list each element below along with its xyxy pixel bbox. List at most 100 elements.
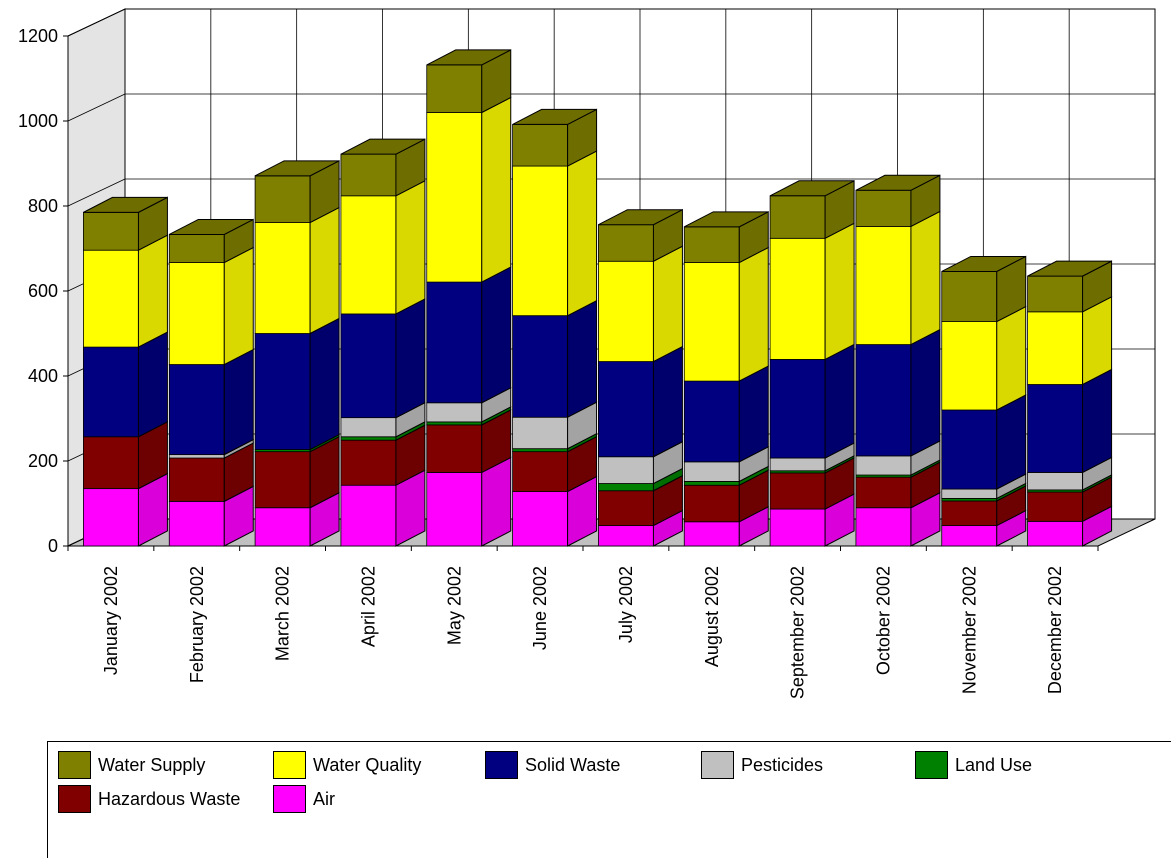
bar-segment-land-use [340, 436, 397, 441]
bar-segment-solid-waste [598, 361, 654, 458]
bar-side [652, 345, 683, 458]
legend: Water Supply Water Quality Solid Waste P… [47, 741, 1171, 858]
bar-segment-water-supply [254, 175, 311, 223]
bar-segment-air [83, 488, 139, 547]
bar-segment-solid-waste [855, 344, 912, 457]
legend-swatch-pesticides [701, 751, 734, 779]
legend-label: Water Supply [98, 754, 206, 775]
bar-segment-water-quality [340, 195, 397, 315]
bar-segment-water-quality [83, 249, 139, 348]
bar-side [567, 150, 598, 317]
legend-item-land-use: Land Use [915, 750, 1032, 780]
bar-segment-water-supply [340, 153, 397, 197]
legend-swatch-solid-waste [485, 751, 518, 779]
bar-stack [769, 179, 855, 547]
bar-segment-water-supply [512, 124, 568, 167]
x-tick-label: November 2002 [959, 566, 979, 694]
bar-top [83, 196, 168, 213]
bar-top [598, 209, 683, 226]
axes [63, 35, 1099, 551]
bar-stack [83, 196, 168, 547]
legend-label: Land Use [955, 754, 1033, 775]
bar-segment-water-supply [598, 224, 654, 262]
bar-segment-hazardous-waste [340, 439, 397, 486]
side-gridline [67, 93, 126, 122]
bar-stack [254, 160, 340, 547]
x-tick-label: October 2002 [873, 566, 893, 675]
bar-top [340, 138, 426, 155]
bar-segment-hazardous-waste [168, 457, 225, 502]
bar-segment-pesticides [512, 416, 568, 450]
bar-segment-air [512, 491, 568, 547]
bar-side [137, 234, 168, 348]
bar-segment-pesticides [598, 456, 654, 484]
bar-segment-hazardous-waste [254, 451, 311, 509]
bar-segment-water-supply [1027, 275, 1083, 313]
bar-side [652, 245, 683, 363]
y-tick-label: 600 [28, 281, 58, 301]
bar-segment-solid-waste [769, 359, 826, 459]
bar-segment-pesticides [769, 457, 826, 472]
x-tick-label: June 2002 [530, 566, 550, 650]
bar-segment-land-use [426, 421, 483, 426]
bar-side [910, 328, 941, 457]
bar-segment-water-supply [941, 271, 998, 323]
bar-segment-water-quality [512, 165, 568, 317]
bar-segment-solid-waste [1027, 384, 1083, 473]
x-tick-labels: January 2002 February 2002 March 2002 April… [101, 566, 1065, 699]
bar-segment-hazardous-waste [426, 424, 483, 473]
bar-segment-water-quality [855, 225, 912, 345]
bar-segment-water-quality [1027, 311, 1083, 385]
bar-segment-pesticides [426, 402, 483, 423]
y-tick-label: 800 [28, 196, 58, 216]
bar-segment-air [598, 525, 654, 547]
bar-side [1082, 368, 1113, 474]
x-tick-label: March 2002 [273, 566, 293, 661]
bar-segment-water-supply [168, 234, 225, 263]
x-tick-label: April 2002 [358, 566, 378, 647]
bar-stack [598, 208, 683, 547]
bars [83, 49, 1113, 547]
legend-item-hazardous-waste: Hazardous Waste [58, 784, 240, 814]
bar-segment-pesticides [1027, 472, 1083, 491]
bar-top [169, 218, 254, 235]
y-tick-label: 1200 [18, 26, 58, 46]
bar-stack [168, 218, 254, 547]
bar-stack [512, 108, 598, 547]
bar-side [738, 246, 769, 382]
bar-segment-hazardous-waste [855, 476, 912, 509]
y-tick-label: 0 [48, 536, 58, 556]
bar-segment-solid-waste [426, 281, 483, 404]
bar-top [855, 174, 941, 191]
bar-side [910, 210, 941, 346]
bar-segment-air [855, 507, 912, 547]
bar-segment-water-supply [855, 189, 912, 227]
bar-segment-solid-waste [683, 380, 740, 463]
legend-label: Pesticides [741, 754, 824, 775]
legend-label: Air [313, 788, 335, 809]
bar-segment-air [340, 484, 397, 547]
bar-side [137, 331, 168, 438]
bar-segment-hazardous-waste [598, 490, 654, 526]
bar-segment-air [1027, 520, 1083, 547]
bar-segment-water-supply [426, 64, 483, 113]
bar-side [223, 246, 254, 366]
bar-segment-land-use [512, 448, 568, 453]
legend-label: Hazardous Waste [98, 788, 241, 809]
legend-item-air: Air [273, 784, 335, 814]
bar-segment-hazardous-waste [512, 451, 568, 492]
x-tick-label: September 2002 [788, 566, 808, 699]
bar-top [512, 108, 597, 125]
bar-top [1027, 260, 1112, 277]
bar-segment-water-supply [83, 211, 139, 251]
bar-side [309, 206, 340, 335]
bar-segment-pesticides [168, 454, 225, 459]
legend-swatch-hazardous-waste [58, 785, 91, 813]
legend-swatch-air [273, 785, 306, 813]
legend-item-water-quality: Water Quality [273, 750, 421, 780]
bar-segment-air [254, 507, 311, 547]
legend-label: Solid Waste [525, 754, 621, 775]
bar-side [996, 394, 1027, 490]
bar-segment-hazardous-waste [941, 500, 998, 527]
bar-segment-water-quality [941, 321, 998, 411]
